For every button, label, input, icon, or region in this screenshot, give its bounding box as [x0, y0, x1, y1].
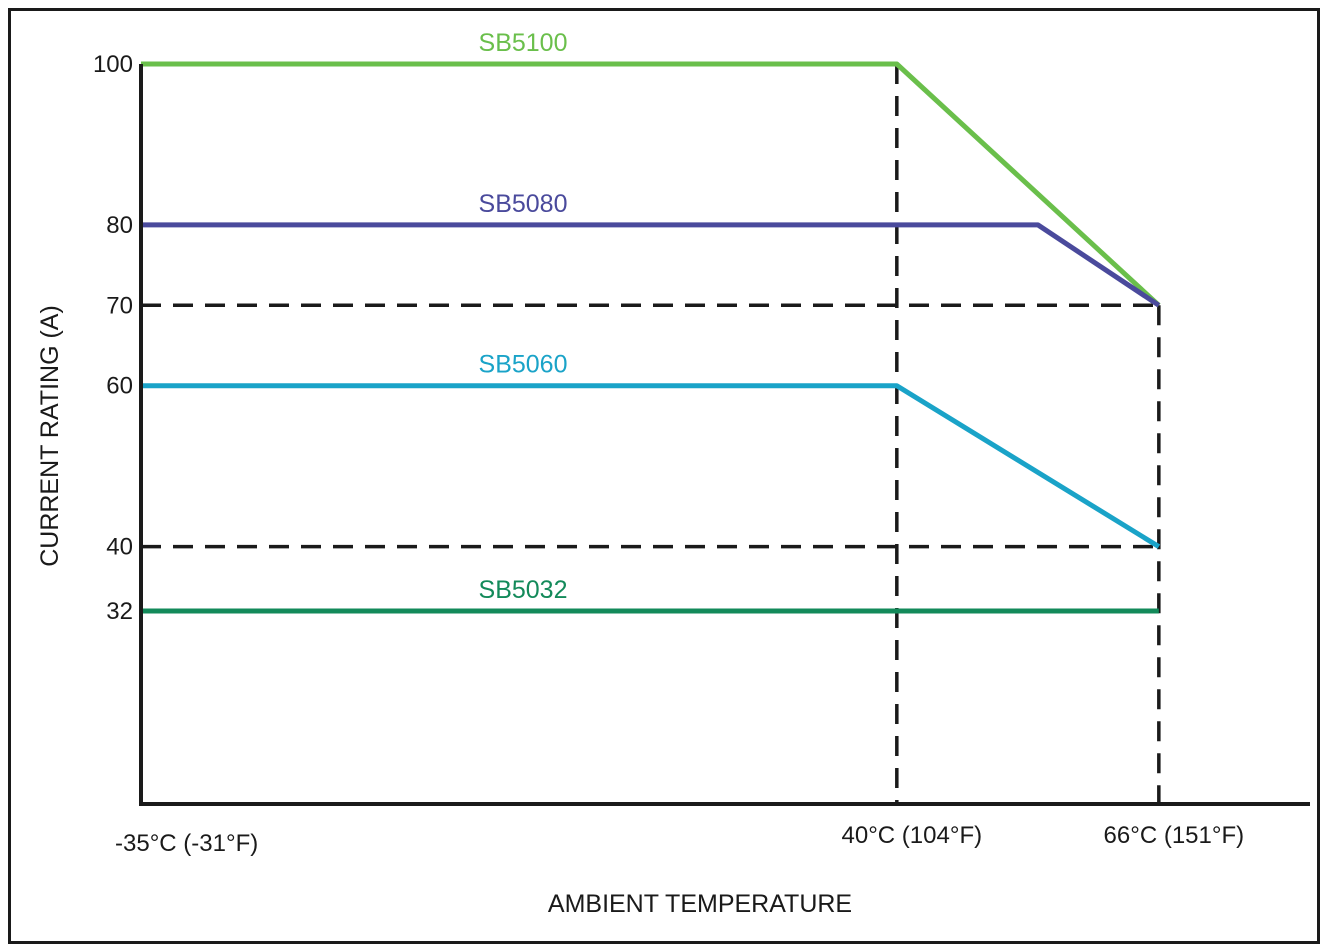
y-axis-title: CURRENT RATING (A) — [36, 305, 64, 567]
chart-frame — [8, 8, 1320, 944]
series-line-sb5060 — [141, 383, 1161, 549]
y-tick-labels: 100 80 70 60 40 32 — [93, 51, 133, 625]
series-label-sb5060: SB5060 — [479, 351, 568, 379]
series-label-sb5100: SB5100 — [479, 29, 568, 57]
y-tick-label-70: 70 — [106, 292, 133, 319]
series-line-sb5100 — [141, 61, 1161, 308]
x-tick-labels: -35°C (-31°F) 40°C (104°F) 66°C (151°F) — [115, 822, 1244, 857]
x-axis-title: AMBIENT TEMPERATURE — [548, 890, 852, 918]
y-tick-label-100: 100 — [93, 51, 133, 78]
series-label-sb5032: SB5032 — [479, 576, 568, 604]
y-tick-label-40: 40 — [106, 534, 133, 561]
y-tick-label-60: 60 — [106, 373, 133, 400]
x-tick-label-2: 66°C (151°F) — [1104, 822, 1245, 849]
x-tick-label-1: 40°C (104°F) — [842, 822, 983, 849]
reference-lines — [141, 64, 1161, 804]
x-tick-label-0: -35°C (-31°F) — [115, 830, 258, 857]
y-tick-label-32: 32 — [106, 598, 133, 625]
series-labels: SB5100 SB5080 SB5060 SB5032 — [479, 29, 568, 604]
series-lines — [141, 61, 1161, 614]
axes — [139, 64, 1310, 806]
y-tick-label-80: 80 — [106, 212, 133, 239]
series-line-sb5080 — [141, 222, 1161, 308]
series-label-sb5080: SB5080 — [479, 190, 568, 218]
